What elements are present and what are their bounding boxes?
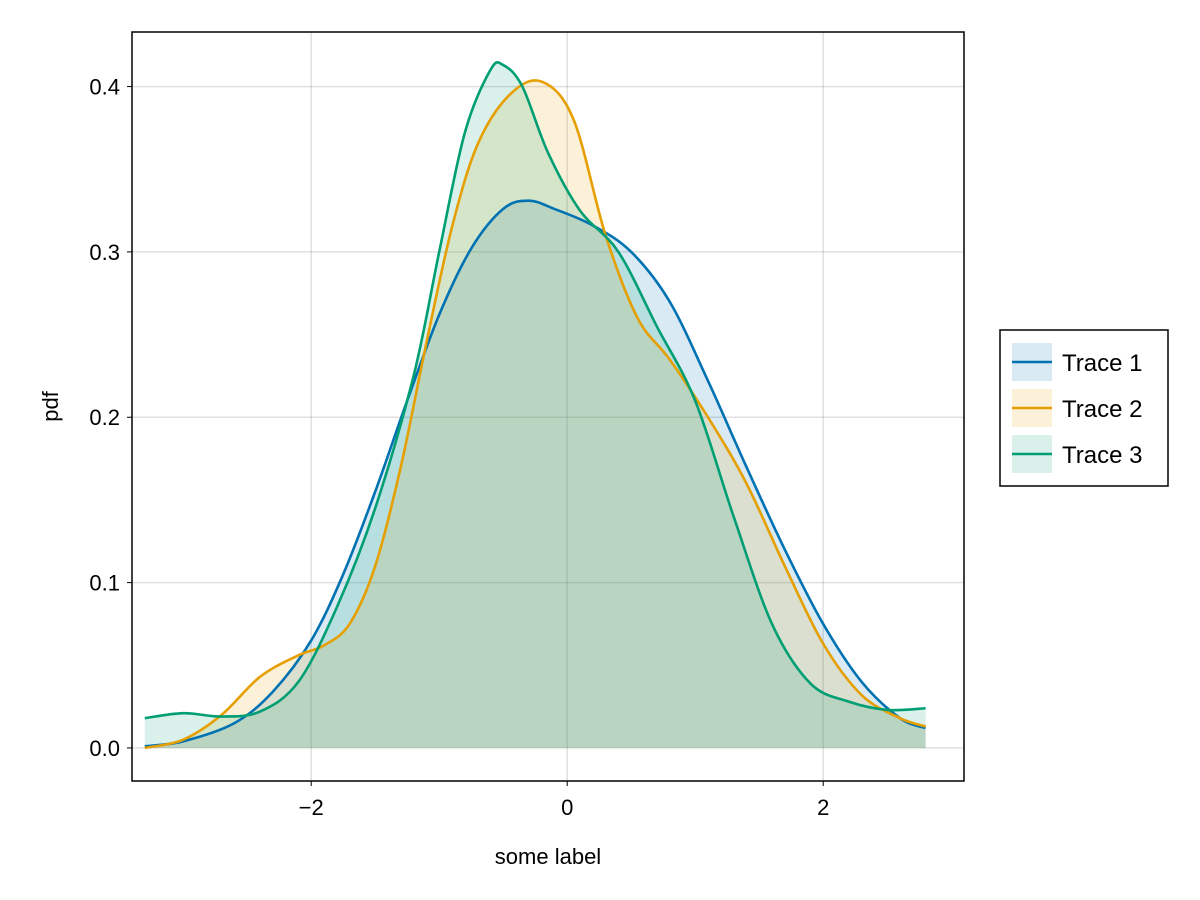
y-tick-label: 0.4 [89, 75, 120, 100]
x-tick-label: −2 [299, 795, 324, 820]
axis-ticks: −2 0 2 0.0 0.1 0.2 0.3 0.4 [89, 75, 829, 820]
grid-lines [132, 32, 964, 781]
x-tick-label: 0 [561, 795, 573, 820]
y-tick-label: 0.1 [89, 571, 120, 596]
legend-label: Trace 1 [1062, 350, 1142, 377]
series-line-3 [144, 60, 926, 720]
series-lines [144, 60, 927, 750]
legend-label: Trace 2 [1062, 396, 1142, 423]
series-fill-3 [144, 62, 926, 748]
x-tick-label: 2 [817, 795, 829, 820]
plot-frame [131, 31, 965, 782]
series-fill-2 [144, 80, 926, 748]
legend-label: Trace 3 [1062, 442, 1142, 469]
y-tick-label: 0.3 [89, 240, 120, 265]
x-axis-label: some label [495, 844, 601, 869]
y-tick-label: 0.2 [89, 405, 120, 430]
y-tick-label: 0.0 [89, 736, 120, 761]
y-axis-label: pdf [38, 390, 63, 421]
series-fill-1 [144, 200, 926, 748]
series-fills [144, 62, 926, 748]
series-line-1 [144, 199, 927, 748]
series-line-2 [144, 79, 926, 750]
legend: Trace 1 Trace 2 Trace 3 [999, 329, 1169, 487]
